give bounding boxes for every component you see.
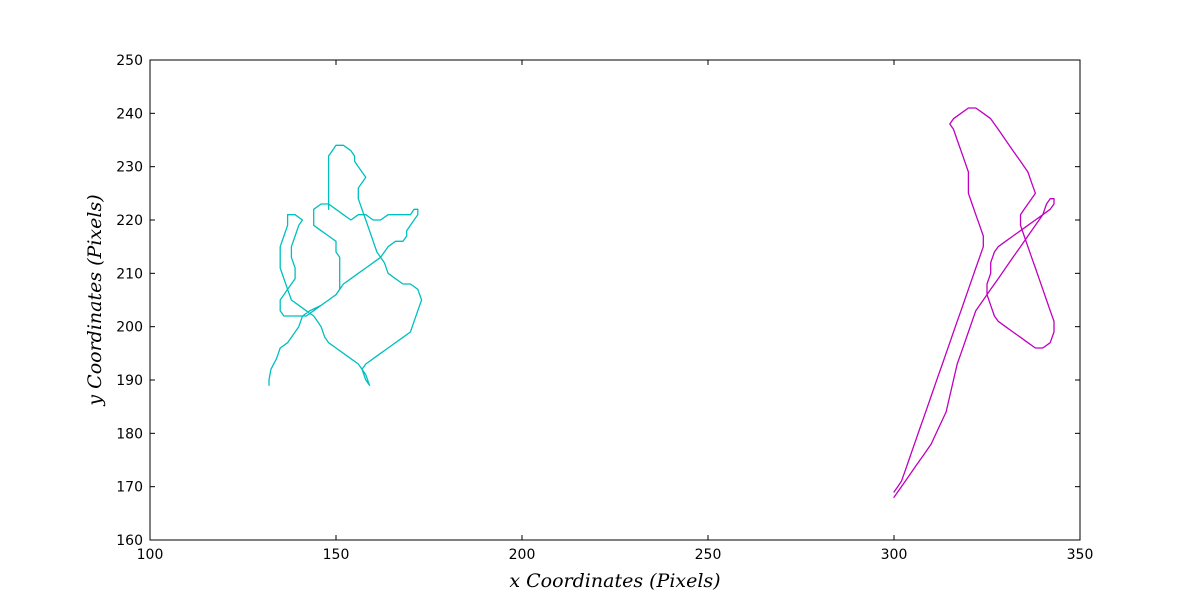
x-axis-label: x Coordinates (Pixels) <box>509 570 720 592</box>
x-tick-label: 100 <box>137 547 164 563</box>
y-axis-ticks: 160 170 180 190 200 210 220 230 240 250 <box>116 53 1080 549</box>
y-tick-label: 240 <box>116 106 143 122</box>
x-axis-ticks: 100 150 200 250 300 350 <box>137 60 1094 563</box>
y-tick-label: 160 <box>116 533 143 549</box>
y-tick-label: 220 <box>116 213 143 229</box>
x-tick-label: 150 <box>323 547 350 563</box>
y-tick-label: 210 <box>116 266 143 282</box>
x-tick-label: 350 <box>1067 547 1094 563</box>
x-tick-label: 200 <box>509 547 536 563</box>
trajectory-traces <box>268 107 1055 498</box>
x-tick-label: 250 <box>695 547 722 563</box>
y-tick-label: 190 <box>116 373 143 389</box>
y-tick-label: 200 <box>116 320 143 336</box>
y-tick-label: 250 <box>116 53 143 69</box>
series-line-2 <box>893 107 1055 498</box>
y-tick-label: 170 <box>116 480 143 496</box>
plot-frame <box>149 59 1081 541</box>
y-tick-label: 230 <box>116 160 143 176</box>
y-axis-label: y Coordinates (Pixels) <box>84 194 106 406</box>
series-line-1 <box>268 144 423 386</box>
y-tick-label: 180 <box>116 426 143 442</box>
x-tick-label: 300 <box>881 547 908 563</box>
